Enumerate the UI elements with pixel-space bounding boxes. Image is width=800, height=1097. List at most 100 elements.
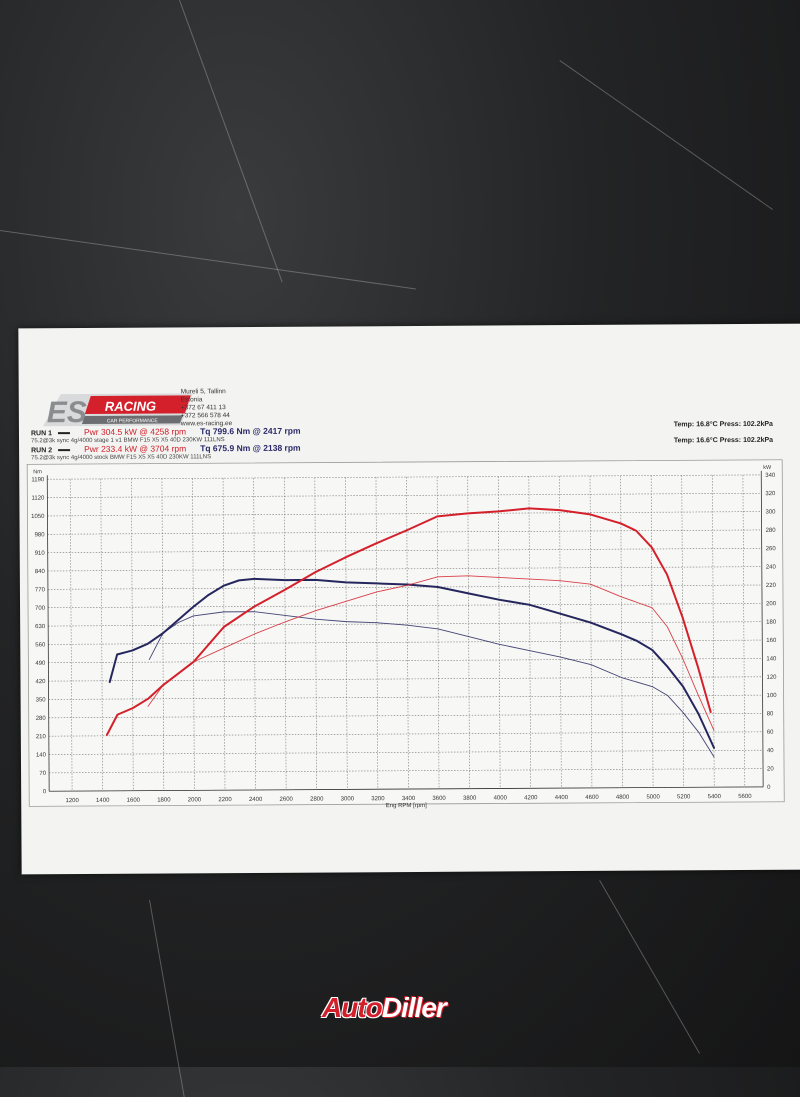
y-right-axis <box>760 470 764 787</box>
grid-line-x <box>681 475 684 788</box>
x-tick-label: 5200 <box>677 794 691 800</box>
grid-line-y <box>48 731 763 737</box>
y-left-tick-label: 840 <box>35 569 46 575</box>
y-right-tick-label: 220 <box>766 583 777 589</box>
run-2-torque-line <box>148 611 715 758</box>
x-tick-label: 5600 <box>738 794 752 800</box>
y-right-tick-label: 20 <box>767 766 774 772</box>
x-tick-label: 2600 <box>280 797 294 803</box>
x-tick-label: 5000 <box>646 795 660 801</box>
grid-line-y <box>47 566 762 572</box>
x-axis-label: Eng RPM [rpm] <box>386 803 427 809</box>
svg-text:CAR PERFORMANCE: CAR PERFORMANCE <box>107 418 159 424</box>
y-right-axis-label: kW <box>763 465 772 471</box>
x-tick-label: 2200 <box>218 797 232 803</box>
x-tick-label: 2400 <box>249 797 263 803</box>
x-axis <box>49 786 764 792</box>
marble-vein <box>149 900 185 1097</box>
grid-line-y <box>47 474 762 480</box>
y-right-tick-label: 280 <box>766 528 777 534</box>
plot-frame <box>26 459 785 807</box>
grid-line-x <box>406 477 409 790</box>
x-tick-label: 3600 <box>432 796 446 802</box>
x-tick-label: 2800 <box>310 797 324 803</box>
grid-line-y <box>48 621 763 627</box>
x-tick-label: 4000 <box>494 795 508 801</box>
grid-line-x <box>100 478 103 791</box>
y-left-tick-label: 280 <box>36 716 47 722</box>
grid-line-x <box>222 478 226 791</box>
y-right-tick-label: 320 <box>765 491 776 497</box>
x-tick-label: 3400 <box>402 796 416 802</box>
dyno-printout: ES RACING CAR PERFORMANCE Mureli 5, Tall… <box>18 323 800 875</box>
y-left-tick-label: 350 <box>36 697 47 703</box>
dyno-chart: 1200 1400 1600 1800 2000 2200 2400 2600 2800 3000… <box>26 459 785 809</box>
y-left-tick-label: 70 <box>39 771 46 777</box>
marble-vein <box>179 0 283 283</box>
y-left-tick-label: 980 <box>35 532 46 538</box>
y-left-tick-label: 630 <box>35 624 46 630</box>
x-tick-label: 3800 <box>463 796 477 802</box>
grid-line-x <box>69 479 73 792</box>
x-tick-label: 4600 <box>585 795 599 801</box>
grid-line-y <box>47 492 762 498</box>
y-right-tick-label: 340 <box>765 473 776 479</box>
y-left-tick-label: 0 <box>43 789 47 795</box>
autodiller-watermark: AutoDiller <box>322 992 447 1023</box>
grid-line-x <box>742 474 746 787</box>
run-1-torque-line <box>108 577 716 749</box>
x-tick-label: 1400 <box>96 798 110 804</box>
y-right-tick-label: 300 <box>765 509 776 515</box>
grid-line-y <box>49 768 764 774</box>
marble-vein <box>0 230 416 290</box>
y-right-tick-label: 60 <box>767 730 774 736</box>
run-2-power-line <box>147 575 715 731</box>
es-racing-logo: ES RACING CAR PERFORMANCE <box>42 393 193 428</box>
y-right-tick-label: 40 <box>767 748 774 754</box>
grid-line-y <box>47 547 762 553</box>
grid-line-x <box>131 478 134 791</box>
grid-line-y <box>48 713 763 719</box>
y-left-tick-label: 770 <box>35 587 46 593</box>
y-left-tick-label: 910 <box>35 551 46 557</box>
x-tick-label: 4200 <box>524 795 538 801</box>
grid-line-y <box>48 676 763 682</box>
x-tick-label: 2000 <box>188 797 202 803</box>
grid-line-x <box>589 475 593 788</box>
y-left-tick-label: 140 <box>36 753 47 759</box>
x-tick-label: 4400 <box>555 795 569 801</box>
y-right-tick-label: 80 <box>767 711 774 717</box>
grid-line-x <box>314 477 318 790</box>
x-tick-label: 3000 <box>341 796 355 802</box>
y-right-tick-label: 180 <box>766 620 777 626</box>
y-right-tick-label: 140 <box>766 656 777 662</box>
y-left-tick-label: 1120 <box>31 496 45 502</box>
grid-line-x <box>436 476 440 789</box>
grid-line-x <box>497 476 501 789</box>
y-left-axis <box>46 475 50 792</box>
svg-text:RACING: RACING <box>105 399 156 414</box>
y-right-tick-label: 120 <box>766 675 777 681</box>
marble-vein <box>599 880 700 1054</box>
y-left-tick-label: 700 <box>35 606 46 612</box>
x-tick-label: 4800 <box>616 795 630 801</box>
svg-text:ES: ES <box>47 396 87 428</box>
y-right-tick-label: 0 <box>767 785 771 791</box>
y-left-tick-label: 420 <box>35 679 46 685</box>
x-tick-label: 1800 <box>157 797 171 803</box>
y-left-tick-label: 1050 <box>31 514 45 520</box>
y-left-tick-label: 490 <box>35 661 46 667</box>
grid-line-y <box>48 749 763 755</box>
grid-line-x <box>467 476 470 789</box>
grid-line-x <box>192 478 195 791</box>
y-right-tick-label: 260 <box>766 546 777 552</box>
grid-line-y <box>48 639 763 645</box>
y-left-tick-label: 560 <box>35 642 46 648</box>
x-tick-label: 3200 <box>371 796 385 802</box>
grid-line-y <box>47 511 762 517</box>
y-left-tick-label: 210 <box>36 734 47 740</box>
x-tick-label: 1600 <box>127 798 141 804</box>
y-left-tick-label: 1190 <box>31 477 45 483</box>
grid-line-y <box>48 694 763 700</box>
y-right-tick-label: 100 <box>767 693 778 699</box>
